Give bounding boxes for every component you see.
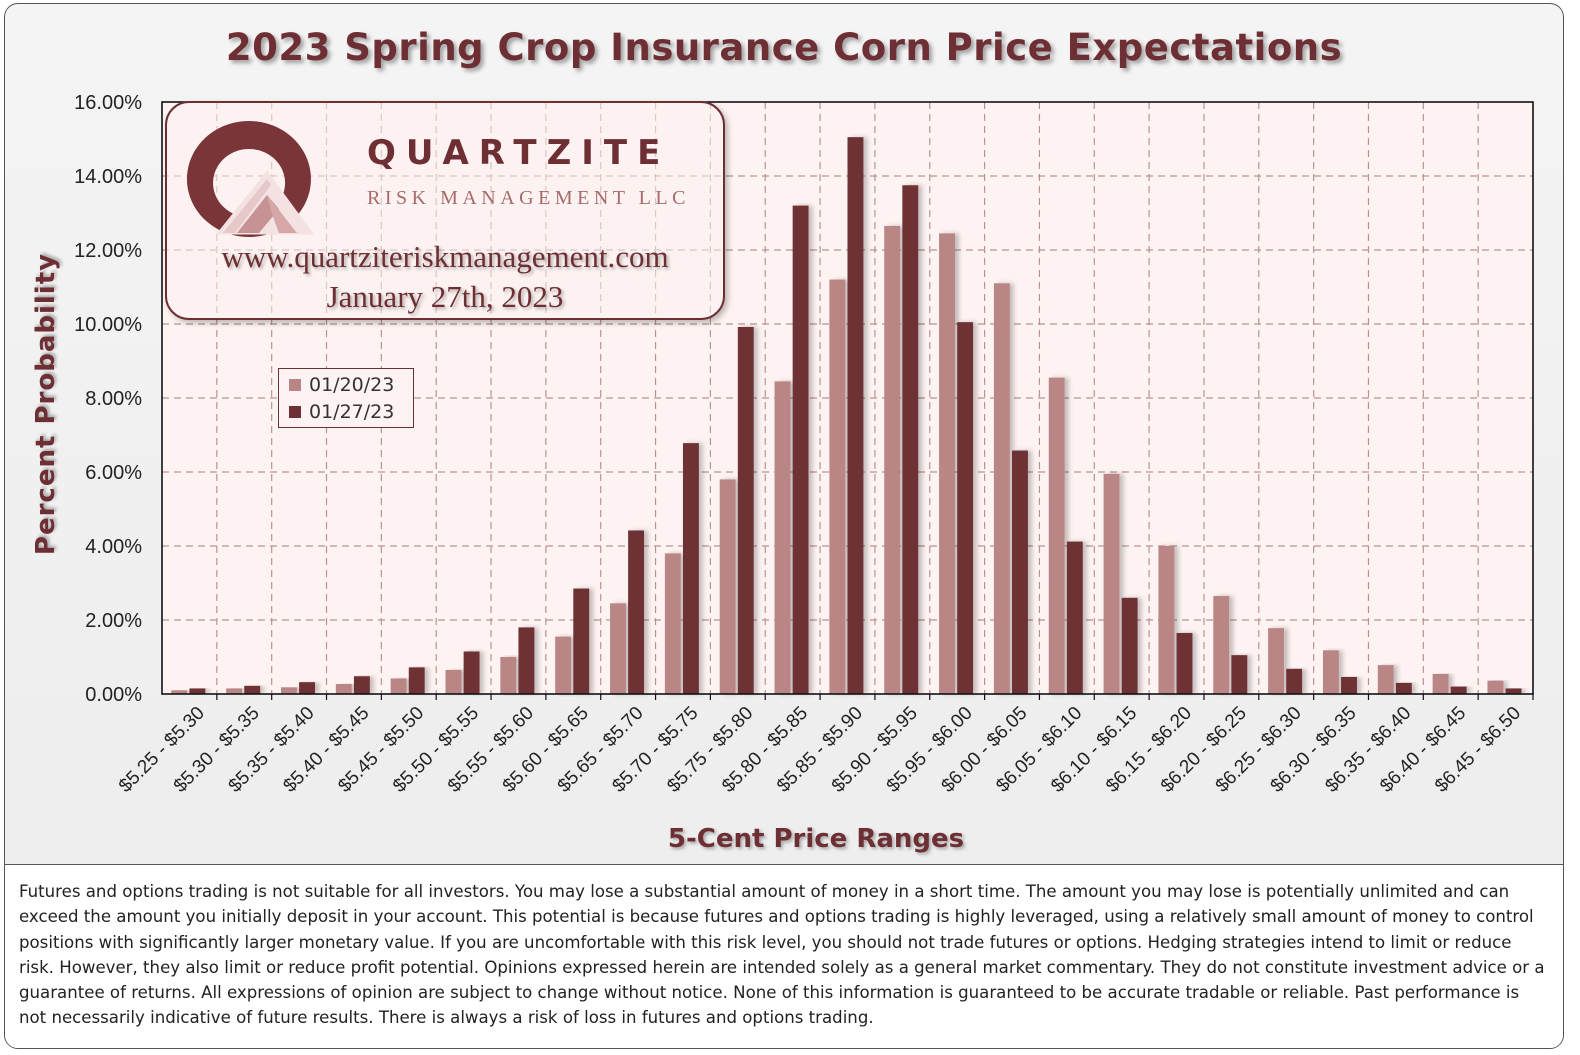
bar-series-1 — [1487, 680, 1504, 694]
bar-series-1 — [993, 283, 1010, 694]
bar-series-2 — [1341, 676, 1357, 694]
legend-swatch-series-2 — [289, 406, 301, 418]
bar-series-2 — [1176, 632, 1193, 694]
bar-series-1 — [1377, 665, 1394, 694]
bar-series-2 — [682, 443, 699, 694]
y-tick-label: 2.00% — [85, 610, 142, 632]
chart-frame: 2023 Spring Crop Insurance Corn Price Ex… — [4, 3, 1564, 1049]
bar-series-2 — [737, 326, 754, 694]
bar-series-1 — [281, 687, 297, 694]
bar-series-1 — [884, 225, 901, 694]
y-tick-label: 14.00% — [74, 166, 142, 188]
bar-series-1 — [719, 479, 736, 694]
bar-series-2 — [353, 676, 370, 694]
bar-series-1 — [1268, 628, 1285, 694]
legend-label-series-1: 01/20/23 — [309, 374, 395, 396]
bar-series-2 — [957, 322, 974, 694]
bar-series-2 — [463, 651, 480, 694]
bar-series-2 — [1395, 682, 1412, 694]
bar-series-2 — [189, 688, 206, 694]
y-tick-label: 6.00% — [85, 462, 142, 484]
y-tick-label: 0.00% — [85, 684, 142, 706]
website-url: www.quartziteriskmanagement.com — [221, 239, 669, 274]
bar-series-2 — [628, 530, 645, 694]
bar-series-1 — [664, 553, 681, 694]
bar-series-2 — [1121, 597, 1138, 694]
bar-series-1 — [774, 381, 791, 694]
disclaimer-text: Futures and options trading is not suita… — [19, 882, 1545, 1028]
bar-series-2 — [792, 205, 809, 694]
report-date: January 27th, 2023 — [326, 279, 564, 314]
bar-series-2 — [573, 588, 590, 694]
disclaimer-panel: Futures and options trading is not suita… — [5, 864, 1563, 1048]
bar-series-1 — [610, 603, 626, 694]
bar-series-2 — [408, 667, 425, 694]
bar-series-1 — [1322, 650, 1339, 694]
legend-item-series-2: 01/27/23 — [289, 399, 394, 425]
bar-series-1 — [1432, 674, 1449, 694]
bar-series-2 — [902, 185, 919, 694]
chart-title: 2023 Spring Crop Insurance Corn Price Ex… — [225, 26, 1343, 69]
bar-series-1 — [171, 690, 188, 694]
brand-name: QUARTZITE — [367, 133, 671, 173]
bar-series-1 — [1103, 473, 1120, 694]
bar-series-2 — [244, 685, 261, 694]
brand-subtitle: RISK MANAGEMENT LLC — [367, 187, 690, 209]
x-axis-label: 5-Cent Price Ranges — [667, 824, 965, 854]
bar-series-2 — [1450, 686, 1467, 694]
bar-series-2 — [1505, 688, 1522, 694]
legend-item-series-1: 01/20/23 — [289, 372, 394, 398]
bar-series-1 — [555, 636, 572, 694]
legend-label-series-2: 01/27/23 — [309, 401, 395, 423]
y-tick-label: 12.00% — [74, 240, 142, 262]
bar-series-2 — [518, 627, 535, 694]
bar-series-1 — [390, 678, 407, 694]
bar-series-2 — [1286, 668, 1303, 694]
y-tick-label: 4.00% — [85, 536, 142, 558]
plot-border — [161, 101, 1534, 695]
bar-series-2 — [847, 137, 864, 694]
bar-series-2 — [1066, 541, 1083, 694]
y-tick-label: 8.00% — [85, 388, 142, 410]
bar-series-1 — [226, 688, 243, 694]
bar-series-2 — [1231, 655, 1248, 694]
bar-series-1 — [939, 233, 955, 694]
logo-box: QUARTZITE RISK MANAGEMENT LLC www.quartz… — [165, 101, 725, 320]
bar-series-1 — [1213, 595, 1230, 694]
quartzite-logo-icon — [186, 121, 314, 237]
y-tick-label: 10.00% — [74, 314, 142, 336]
bar-series-1 — [829, 279, 846, 694]
y-tick-label: 16.00% — [74, 92, 142, 114]
bar-series-2 — [1012, 450, 1028, 694]
legend-swatch-series-1 — [289, 379, 301, 391]
bar-series-1 — [1048, 377, 1065, 694]
bar-series-1 — [500, 657, 517, 694]
bar-series-2 — [299, 682, 316, 694]
legend: 01/20/23 01/27/23 — [278, 368, 414, 428]
bar-series-1 — [445, 669, 462, 694]
y-axis-label: Percent Probability — [31, 252, 61, 556]
bar-series-1 — [1158, 546, 1175, 694]
bar-series-1 — [335, 684, 352, 694]
